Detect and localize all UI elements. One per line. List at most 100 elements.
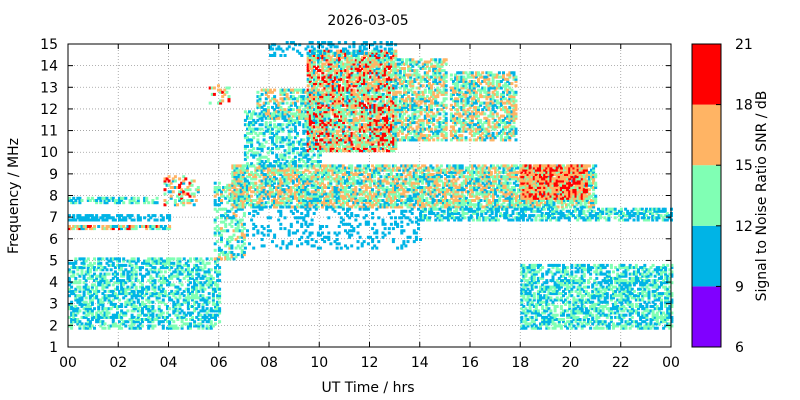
- data-cell: [331, 205, 335, 209]
- data-cell: [304, 203, 308, 207]
- data-cell: [222, 207, 226, 211]
- data-cell: [186, 287, 190, 291]
- data-cell: [304, 199, 308, 202]
- data-cell: [335, 192, 339, 196]
- data-cell: [414, 190, 418, 194]
- data-cell: [327, 186, 331, 189]
- data-cell: [275, 199, 279, 202]
- data-cell: [97, 300, 101, 304]
- data-cell: [193, 285, 197, 289]
- data-cell: [163, 192, 167, 196]
- data-cell: [195, 285, 199, 289]
- data-cell: [346, 194, 349, 198]
- data-cells: [68, 41, 674, 330]
- data-cell: [341, 175, 345, 179]
- data-cell: [130, 257, 134, 261]
- data-cell: [186, 186, 190, 189]
- data-cell: [471, 181, 475, 185]
- data-cell: [84, 296, 88, 300]
- data-cell: [375, 201, 379, 205]
- data-cell: [130, 201, 134, 205]
- data-cell: [273, 181, 276, 185]
- data-cell: [448, 166, 452, 170]
- data-cell: [421, 190, 425, 194]
- data-cell: [209, 315, 213, 319]
- data-cell: [205, 307, 209, 311]
- data-cell: [366, 175, 370, 179]
- data-cell: [214, 289, 217, 293]
- data-cell: [371, 205, 374, 209]
- data-cell: [504, 164, 508, 168]
- data-cell: [337, 164, 341, 168]
- data-cell: [385, 201, 389, 205]
- data-cell: [163, 259, 167, 263]
- data-cell: [358, 205, 362, 209]
- data-cell: [285, 183, 289, 187]
- data-cell: [506, 205, 510, 209]
- data-cell: [120, 227, 124, 231]
- data-cell: [410, 177, 414, 181]
- data-cell: [400, 201, 404, 205]
- data-cell: [339, 186, 343, 189]
- data-cell: [331, 177, 335, 181]
- data-cell: [170, 292, 174, 296]
- data-cell: [423, 166, 427, 170]
- data-cell: [95, 315, 99, 319]
- data-cell: [279, 192, 283, 196]
- data-cell: [256, 90, 260, 94]
- data-cell: [423, 188, 427, 192]
- data-cell: [211, 276, 215, 280]
- data-cell: [471, 177, 475, 181]
- data-cell: [333, 168, 337, 172]
- data-cell: [448, 203, 452, 207]
- data-cell: [159, 266, 163, 270]
- data-cell: [151, 311, 155, 315]
- data-cell: [191, 311, 194, 315]
- data-cell: [489, 164, 493, 168]
- data-cell: [168, 283, 172, 287]
- data-cell: [394, 194, 397, 198]
- data-cell: [103, 296, 107, 300]
- data-cell: [130, 272, 134, 276]
- data-cell: [504, 190, 508, 194]
- data-cell: [186, 263, 190, 267]
- data-cell: [275, 205, 279, 209]
- data-cell: [427, 173, 431, 176]
- data-cell: [122, 272, 126, 276]
- data-cell: [279, 173, 283, 176]
- data-cell: [293, 177, 297, 181]
- data-cell: [258, 183, 262, 187]
- data-cell: [128, 274, 132, 278]
- data-cell: [512, 188, 516, 192]
- data-cell: [348, 181, 352, 185]
- data-cell: [109, 307, 113, 311]
- data-cell: [166, 311, 169, 315]
- data-cell: [86, 214, 90, 218]
- data-cell: [289, 166, 293, 170]
- data-cell: [323, 170, 327, 174]
- data-cell: [230, 238, 234, 241]
- data-cell: [262, 166, 266, 170]
- data-cell: [188, 188, 192, 192]
- data-cell: [141, 309, 144, 313]
- data-cell: [394, 181, 397, 185]
- data-cell: [277, 181, 281, 185]
- data-cell: [358, 173, 362, 176]
- data-cell: [287, 166, 291, 170]
- data-cell: [500, 164, 504, 168]
- data-cell: [70, 300, 74, 304]
- data-cell: [252, 205, 256, 209]
- data-cell: [279, 168, 283, 172]
- data-cell: [425, 166, 429, 170]
- data-cell: [327, 177, 331, 181]
- data-cell: [402, 168, 406, 172]
- data-cell: [134, 296, 138, 300]
- data-cell: [291, 168, 295, 172]
- data-cell: [130, 196, 134, 200]
- data-cell: [502, 183, 506, 187]
- data-cell: [163, 294, 167, 298]
- data-cell: [170, 274, 174, 278]
- data-cell: [250, 199, 254, 202]
- data-cell: [385, 175, 389, 179]
- data-cell: [82, 263, 86, 267]
